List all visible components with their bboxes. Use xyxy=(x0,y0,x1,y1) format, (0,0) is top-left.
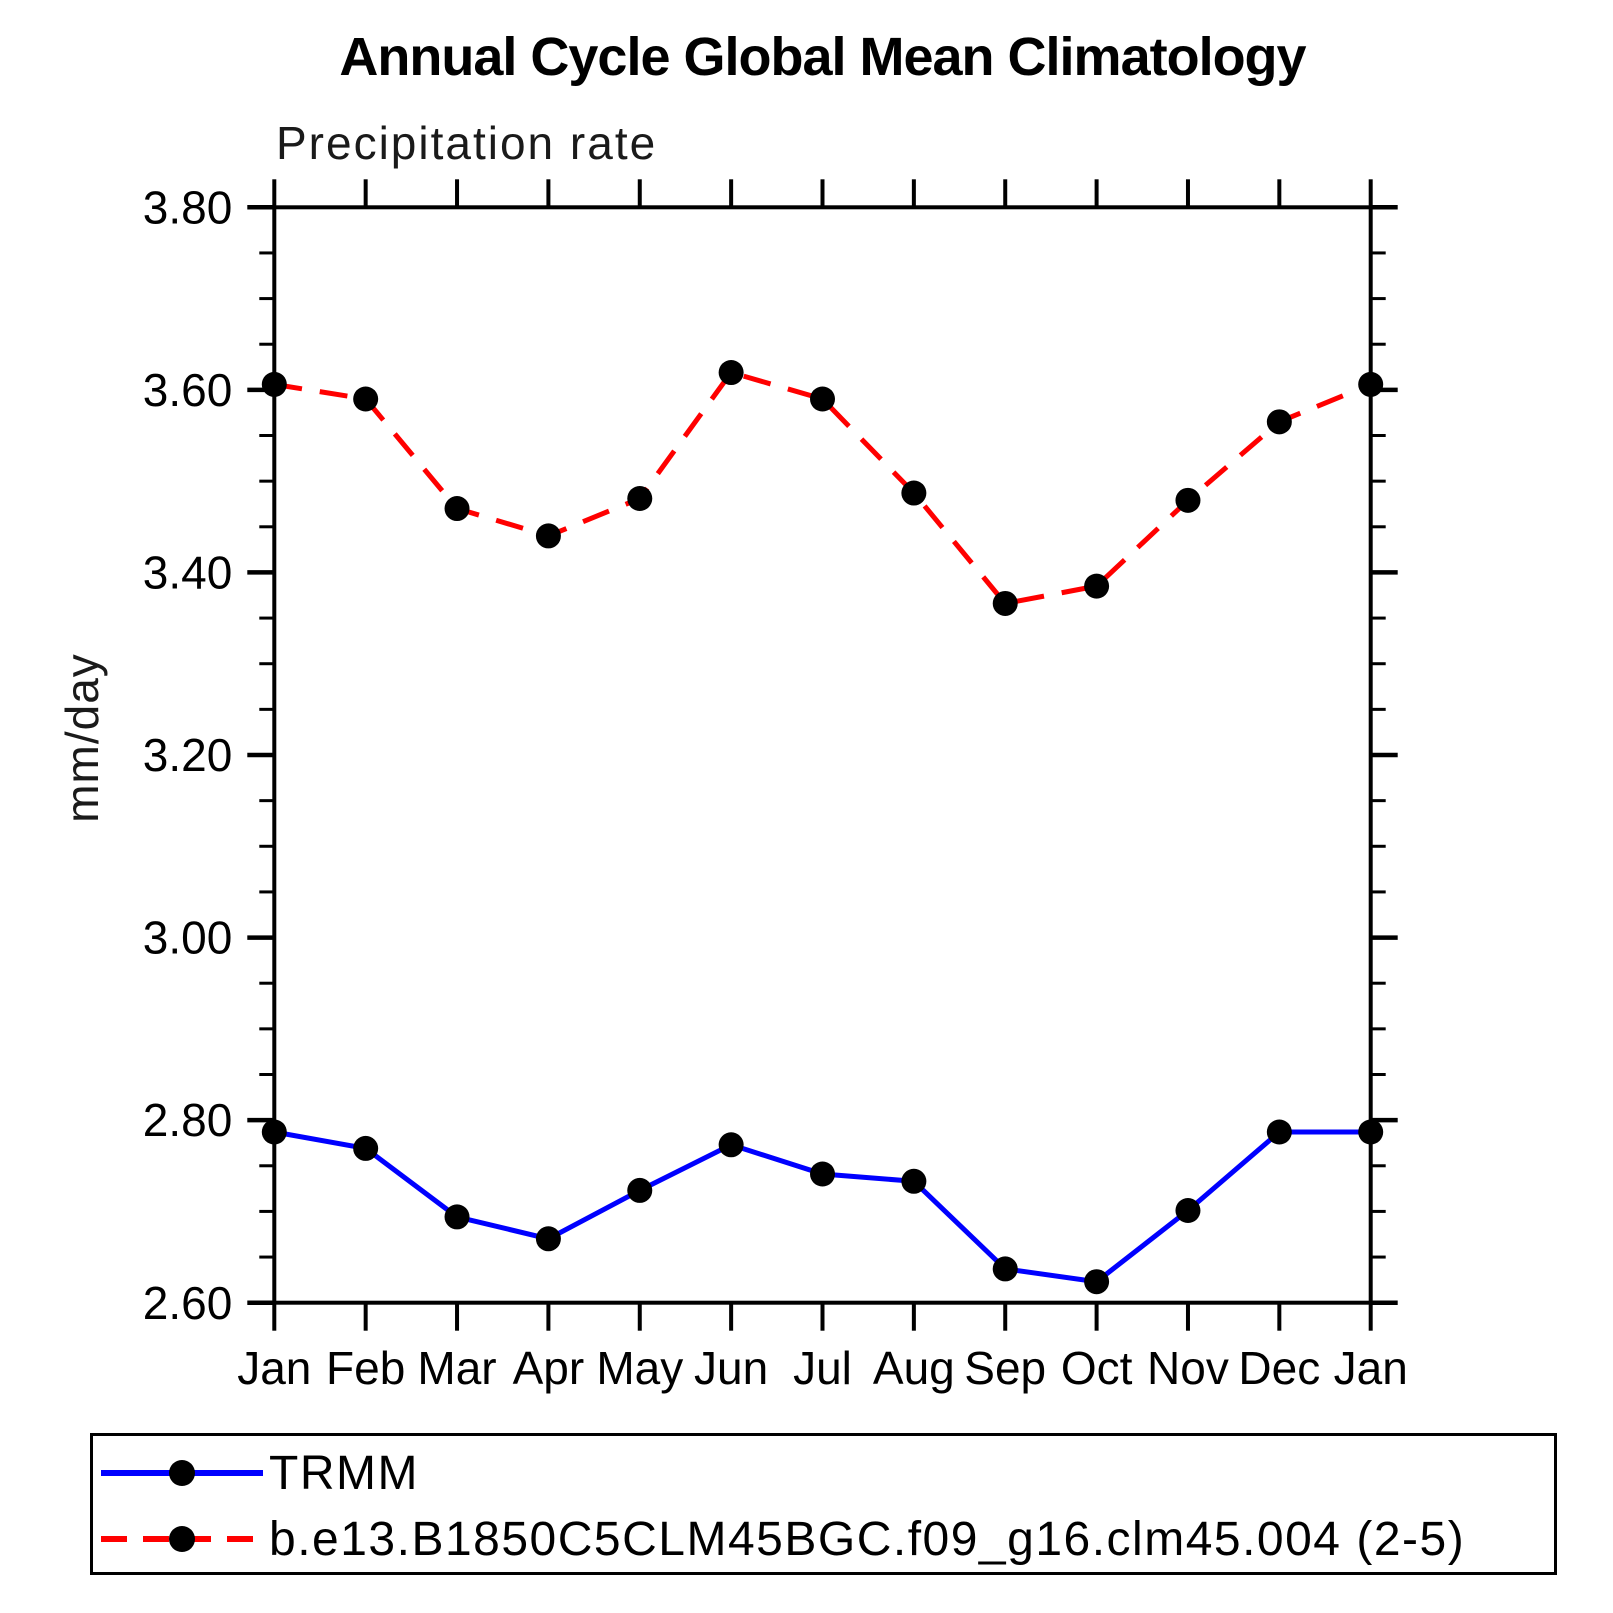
x-tick-label: Jul xyxy=(793,1342,852,1394)
legend-line-sample xyxy=(101,1526,263,1552)
series-line-0 xyxy=(273,1129,1371,1285)
data-point-marker xyxy=(901,1168,927,1194)
data-point-marker xyxy=(444,496,470,522)
y-tick-label: 3.00 xyxy=(143,912,233,964)
data-point-marker xyxy=(992,590,1018,616)
data-point-marker xyxy=(1084,1269,1110,1295)
x-tick-label: Mar xyxy=(417,1342,496,1394)
data-point-marker xyxy=(1266,409,1292,435)
legend-line-sample xyxy=(101,1460,263,1486)
data-point-marker xyxy=(810,386,835,412)
plot-border xyxy=(272,205,1373,1305)
data-point-marker xyxy=(1358,371,1384,397)
x-tick-label: Jan xyxy=(237,1342,311,1394)
chart-subtitle: Precipitation rate xyxy=(276,117,658,169)
y-tick-label: 2.80 xyxy=(143,1094,233,1146)
y-tick-label: 2.60 xyxy=(143,1277,233,1329)
x-tick-label: Dec xyxy=(1238,1342,1320,1394)
data-point-marker xyxy=(353,386,379,412)
legend-label: TRMM xyxy=(269,1446,419,1500)
legend-box: TRMM b.e13.B1850C5CLM45BGC.f09_g16.clm45.… xyxy=(90,1433,1557,1575)
data-point-marker xyxy=(992,1256,1018,1282)
data-point-marker xyxy=(444,1204,470,1230)
data-point-marker xyxy=(627,485,653,511)
data-point-marker xyxy=(535,523,561,549)
x-tick-label: Jun xyxy=(694,1342,768,1394)
data-point-marker xyxy=(810,1161,835,1187)
x-tick-label: Oct xyxy=(1061,1342,1133,1394)
data-point-marker xyxy=(261,371,287,397)
data-point-marker xyxy=(1084,573,1110,599)
legend-item: TRMM xyxy=(99,1447,419,1500)
x-tick-label: May xyxy=(596,1342,683,1394)
data-point-marker xyxy=(627,1177,653,1203)
y-tick-label: 3.80 xyxy=(143,181,233,233)
legend-item: b.e13.B1850C5CLM45BGC.f09_g16.clm45.004 … xyxy=(99,1513,1465,1566)
data-point-marker xyxy=(1175,1198,1201,1224)
data-point-marker xyxy=(261,1119,287,1145)
legend-label: b.e13.B1850C5CLM45BGC.f09_g16.clm45.004 … xyxy=(269,1512,1466,1566)
data-point-marker xyxy=(535,1226,561,1252)
data-point-marker xyxy=(1358,1119,1384,1145)
x-tick-label: Nov xyxy=(1147,1342,1229,1394)
x-tick-label: Sep xyxy=(964,1342,1046,1394)
data-point-marker xyxy=(1175,487,1201,513)
x-tick-label: Aug xyxy=(873,1342,955,1394)
x-tick-label: Jan xyxy=(1334,1342,1408,1394)
y-tick-label: 3.20 xyxy=(143,729,233,781)
chart-title: Annual Cycle Global Mean Climatology xyxy=(339,27,1306,87)
data-point-marker xyxy=(718,1132,744,1158)
data-point-marker xyxy=(353,1135,379,1161)
x-tick-label: Feb xyxy=(326,1342,405,1394)
data-point-marker xyxy=(1266,1119,1292,1145)
marker-swatch xyxy=(169,1526,195,1552)
data-point-marker xyxy=(718,360,744,386)
marker-swatch xyxy=(169,1460,195,1486)
y-tick-label: 3.40 xyxy=(143,547,233,599)
y-tick-label: 3.60 xyxy=(143,364,233,416)
data-point-marker xyxy=(901,480,927,506)
x-tick-label: Apr xyxy=(513,1342,585,1394)
